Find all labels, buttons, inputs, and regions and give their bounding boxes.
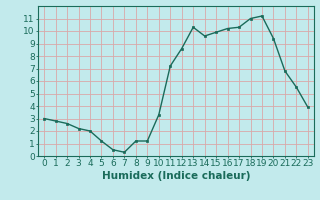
X-axis label: Humidex (Indice chaleur): Humidex (Indice chaleur) — [102, 171, 250, 181]
